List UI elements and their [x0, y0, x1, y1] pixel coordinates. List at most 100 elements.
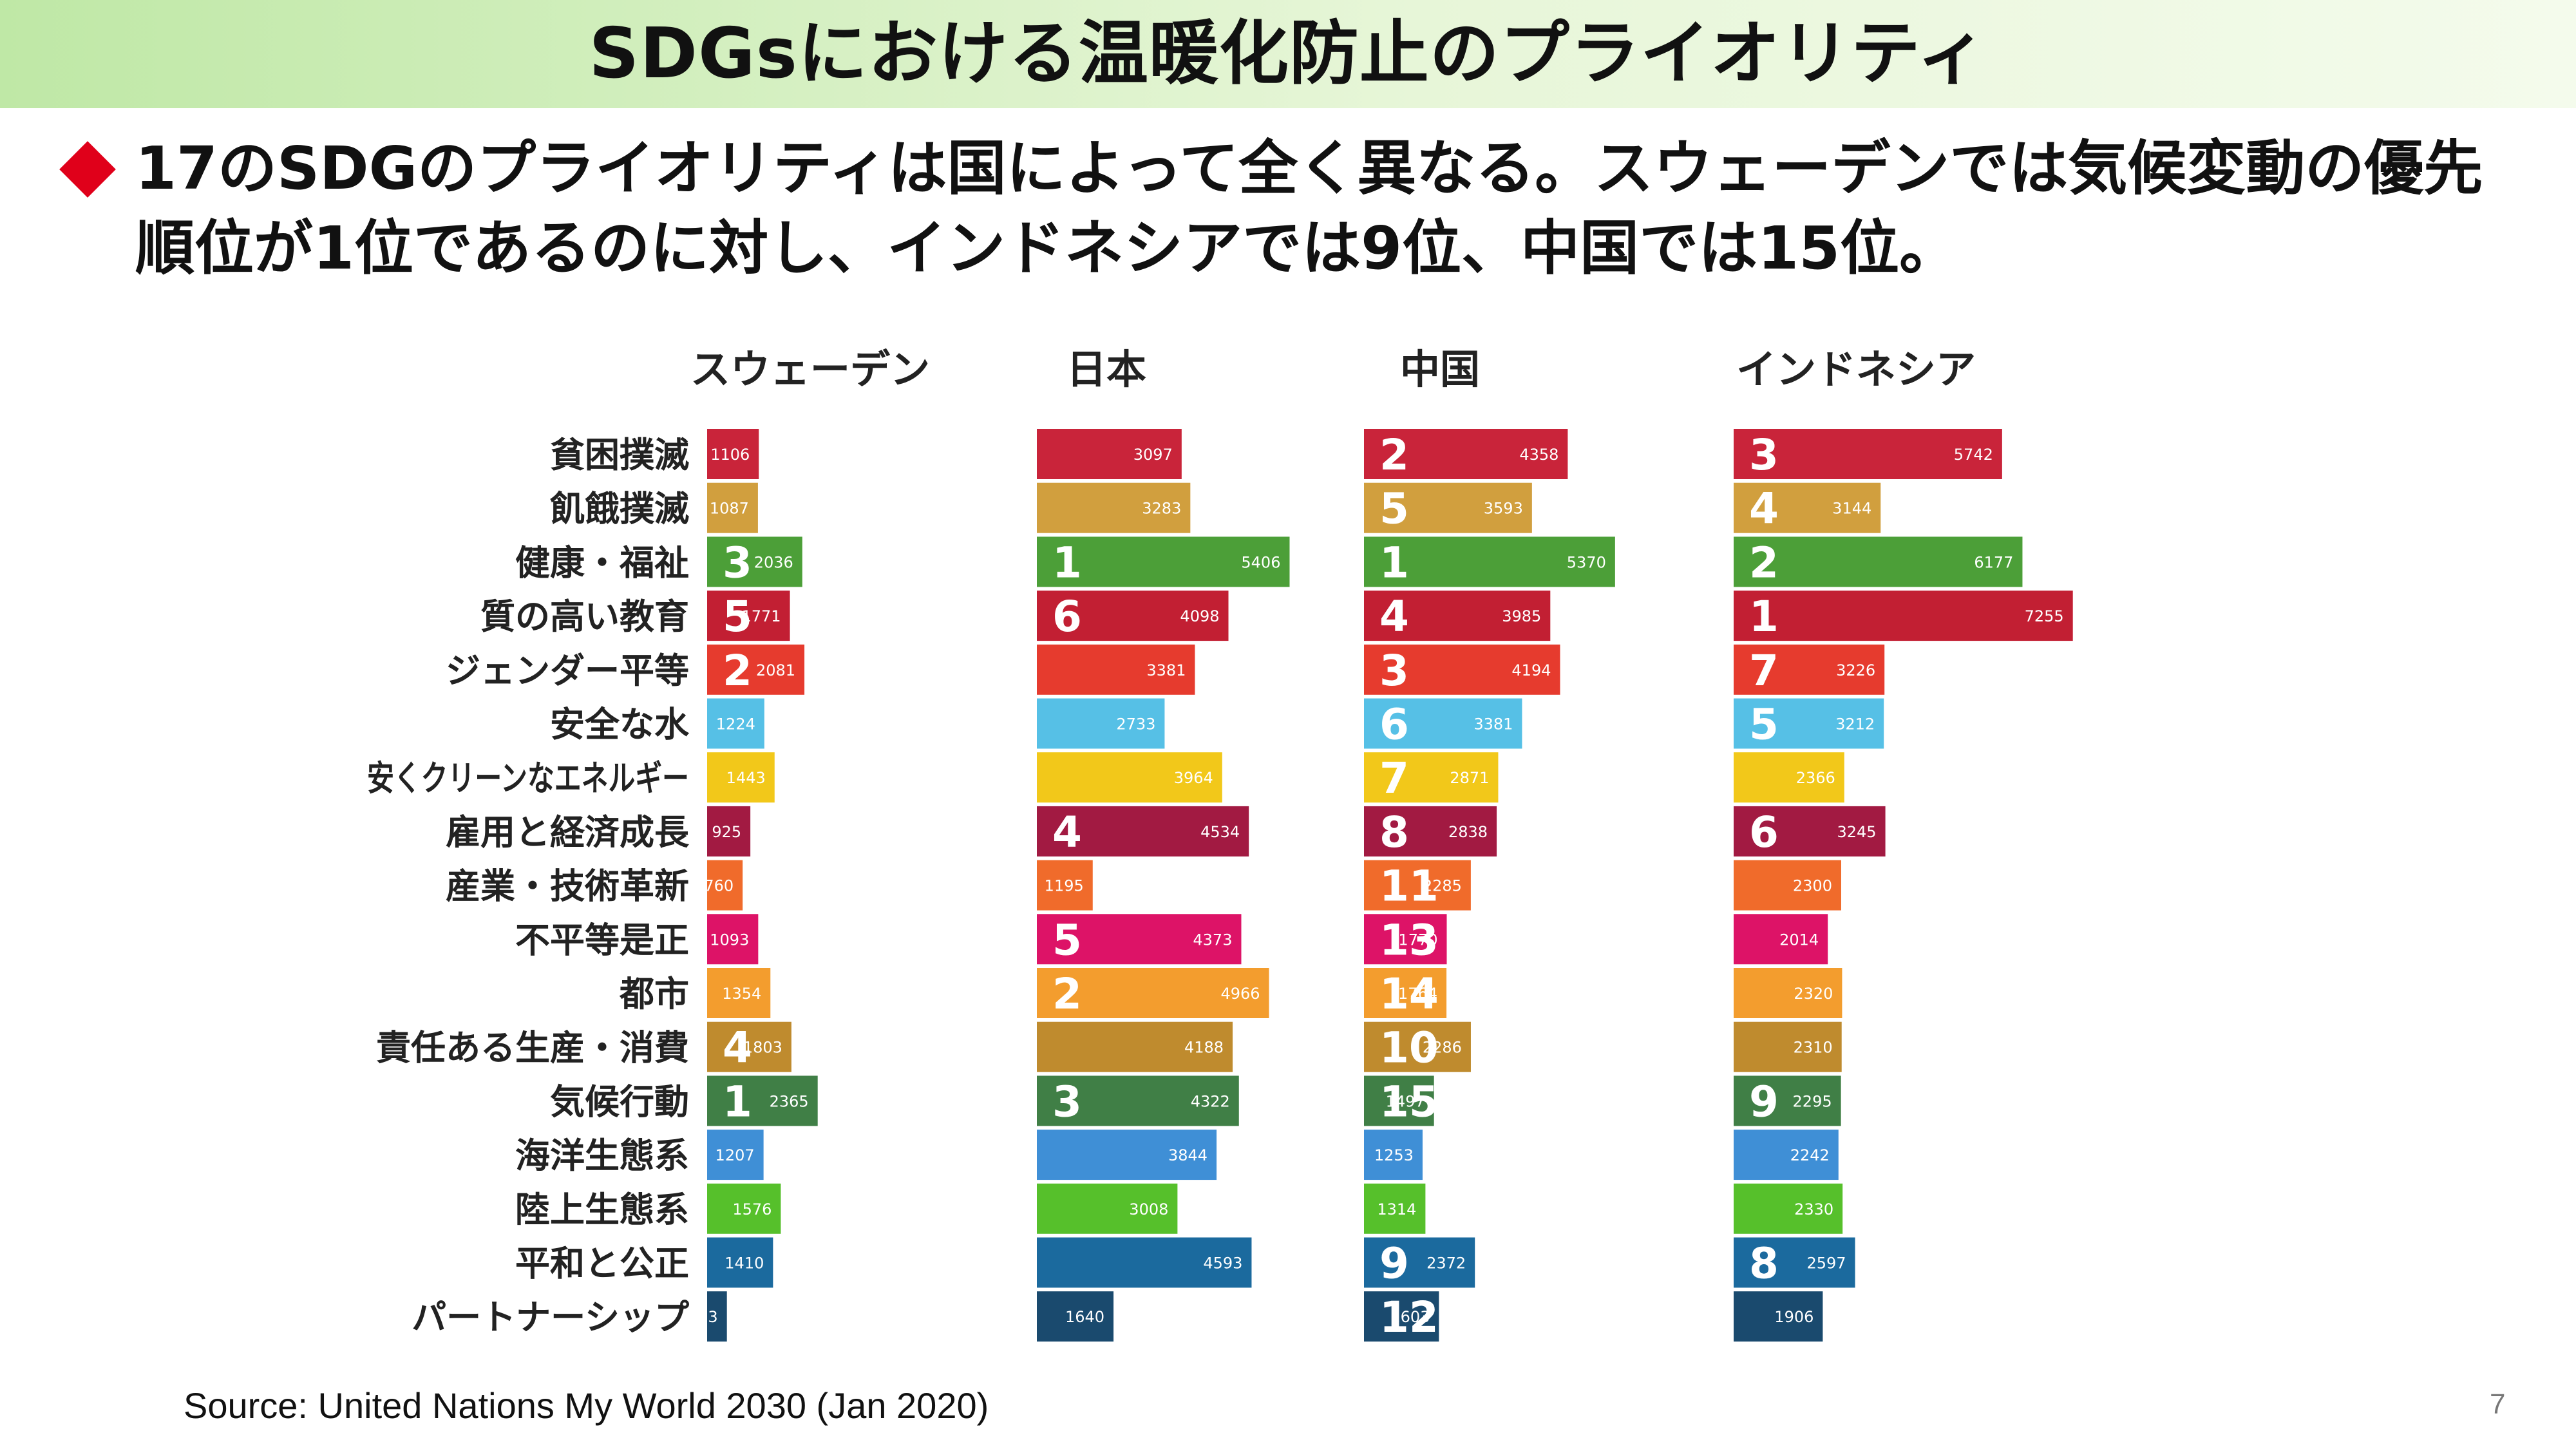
- bar: [1734, 752, 1844, 803]
- bar: [1037, 1237, 1252, 1288]
- bar: [707, 482, 758, 533]
- bar-value-label: 1603: [1390, 1308, 1430, 1326]
- bar-value-label: 3212: [1835, 715, 1875, 734]
- bar: [1364, 968, 1447, 1018]
- bar-value-label: 2310: [1794, 1039, 1833, 1057]
- bar: [707, 644, 805, 695]
- bar: [1734, 482, 1881, 533]
- category-label: 都市: [619, 974, 689, 1014]
- rank-label: 14: [1379, 969, 1439, 1019]
- bar: [1364, 591, 1551, 641]
- bar: [707, 1075, 818, 1126]
- bar: [1734, 1075, 1841, 1126]
- bar: [1364, 1021, 1471, 1072]
- bar: [707, 536, 802, 587]
- bar: [707, 1183, 781, 1234]
- bar-value-label: 1195: [1045, 877, 1084, 895]
- bar: [1364, 1130, 1423, 1180]
- bar: [707, 698, 764, 749]
- rank-label: 5: [1379, 484, 1409, 534]
- rank-label: 9: [1379, 1239, 1409, 1289]
- bar: [1734, 1237, 1855, 1288]
- bar-value-label: 4322: [1191, 1092, 1230, 1110]
- bar-value-label: 423: [688, 1308, 718, 1326]
- rank-label: 8: [1379, 808, 1409, 857]
- bar: [707, 806, 751, 857]
- bar-value-label: 3283: [1142, 500, 1181, 518]
- bar-value-label: 2242: [1790, 1146, 1830, 1164]
- bar: [1037, 1075, 1239, 1126]
- bar: [707, 1130, 764, 1180]
- bar: [1734, 591, 2073, 641]
- bar: [1364, 536, 1615, 587]
- bar-value-label: 2733: [1116, 715, 1155, 734]
- bar: [1037, 914, 1242, 965]
- category-label: 安くクリーンなエネルギー: [367, 758, 689, 799]
- bar-value-label: 3381: [1146, 661, 1186, 679]
- page-title: SDGsにおける温暖化防止のプライオリティ: [589, 14, 1987, 94]
- bar: [1037, 644, 1195, 695]
- rank-label: 5: [1749, 700, 1779, 750]
- rank-label: 7: [1379, 753, 1409, 803]
- bar-value-label: 2871: [1450, 769, 1489, 787]
- bar: [1364, 1075, 1434, 1126]
- bar: [707, 1237, 773, 1288]
- category-label: 平和と公正: [515, 1244, 689, 1284]
- bar: [1734, 968, 1842, 1018]
- bar: [1364, 860, 1471, 911]
- bar-value-label: 1410: [724, 1255, 764, 1273]
- rank-label: 2: [1749, 538, 1779, 587]
- bar-value-label: 760: [704, 877, 734, 895]
- bar-value-label: 4194: [1511, 661, 1551, 679]
- bar: [1734, 914, 1828, 965]
- category-label: 安全な水: [550, 705, 690, 745]
- category-label: 雇用と経済成長: [446, 812, 690, 853]
- bar-value-label: 2597: [1806, 1255, 1846, 1273]
- rank-label: 6: [1379, 700, 1409, 750]
- category-label: 気候行動: [550, 1081, 689, 1122]
- title-band: [0, 0, 2576, 108]
- bar-value-label: 2285: [1423, 877, 1462, 895]
- bar: [1037, 698, 1165, 749]
- rank-label: 7: [1749, 646, 1779, 696]
- bar: [707, 429, 759, 479]
- bar: [1734, 429, 2002, 479]
- source-note: Source: United Nations My World 2030 (Ja…: [184, 1385, 989, 1426]
- bar: [1364, 429, 1568, 479]
- bar-value-label: 3844: [1168, 1146, 1208, 1164]
- bar: [1734, 1291, 1823, 1342]
- bar: [707, 968, 771, 1018]
- bar: [1037, 591, 1229, 641]
- bar-value-label: 4593: [1203, 1255, 1242, 1273]
- bar: [1734, 644, 1885, 695]
- bar: [1364, 806, 1497, 857]
- bar-value-label: 925: [712, 823, 741, 841]
- bar-value-label: 5742: [1954, 446, 1993, 464]
- bar-value-label: 2036: [754, 553, 793, 571]
- bar: [1734, 1021, 1842, 1072]
- bar: [1364, 698, 1522, 749]
- bar: [707, 591, 790, 641]
- category-label: 健康・福祉: [515, 542, 689, 583]
- bar: [707, 752, 775, 803]
- bar-value-label: 1314: [1377, 1200, 1416, 1218]
- bar-value-label: 2838: [1448, 823, 1488, 841]
- rank-label: 1: [1379, 538, 1409, 587]
- bar-value-label: 2295: [1793, 1092, 1832, 1110]
- rank-label: 5: [723, 592, 752, 641]
- bar-value-label: 2286: [1423, 1039, 1462, 1057]
- rank-label: 4: [1052, 808, 1082, 857]
- bar: [1734, 536, 2023, 587]
- bar-value-label: 2014: [1779, 931, 1819, 949]
- bar-value-label: 1207: [715, 1146, 755, 1164]
- bar-value-label: 3593: [1484, 500, 1523, 518]
- bar: [1734, 1183, 1843, 1234]
- bar-value-label: 2300: [1793, 877, 1832, 895]
- bar: [1037, 429, 1182, 479]
- rank-label: 5: [1052, 915, 1082, 965]
- rank-label: 1: [1052, 538, 1082, 587]
- bar: [1734, 806, 1886, 857]
- bar-value-label: 5406: [1241, 553, 1280, 571]
- category-label: 陸上生態系: [515, 1189, 689, 1230]
- bar-value-label: 4534: [1200, 823, 1240, 841]
